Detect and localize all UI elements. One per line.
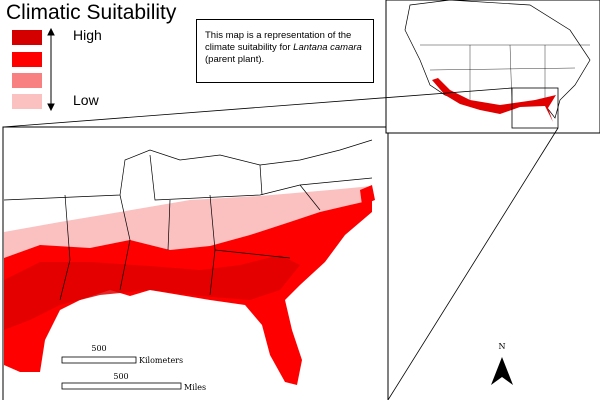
legend-swatch-low [12,94,42,109]
note-text-end: (parent plant). [205,54,265,65]
main-map [2,126,389,400]
virginia-coast-zone [360,185,375,205]
suitability-low-zone [4,186,372,265]
map-description-box: This map is a representation of the clim… [196,19,374,83]
legend-high-label: High [73,27,102,43]
scale-km-value: 500 [91,344,106,353]
scale-bar-km: 500 Kilometers [61,344,183,365]
legend-title: Climatic Suitability [6,1,177,24]
inset-map-north-america [385,0,600,134]
legend-swatch-highest [12,30,42,45]
suitability-highest-zone [4,255,300,330]
north-label: N [499,342,506,351]
scale-mi-value: 500 [113,372,128,381]
legend-arrow-icon [47,27,55,112]
inset-connector-line [387,127,559,400]
legend-low-label: Low [73,92,99,108]
scale-mi-unit: Miles [184,383,206,392]
legend-swatch-medium [12,73,42,88]
scale-km-unit: Kilometers [139,356,183,365]
state-boundaries [3,139,373,301]
scale-bar-miles: 500 Miles [61,372,206,392]
note-text: This map is a representation of the clim… [205,30,352,53]
species-name: Lantana camara [293,42,362,53]
north-arrow-icon: N [491,342,513,385]
legend-swatch-high [12,52,42,67]
inset-connector-line [2,87,513,128]
